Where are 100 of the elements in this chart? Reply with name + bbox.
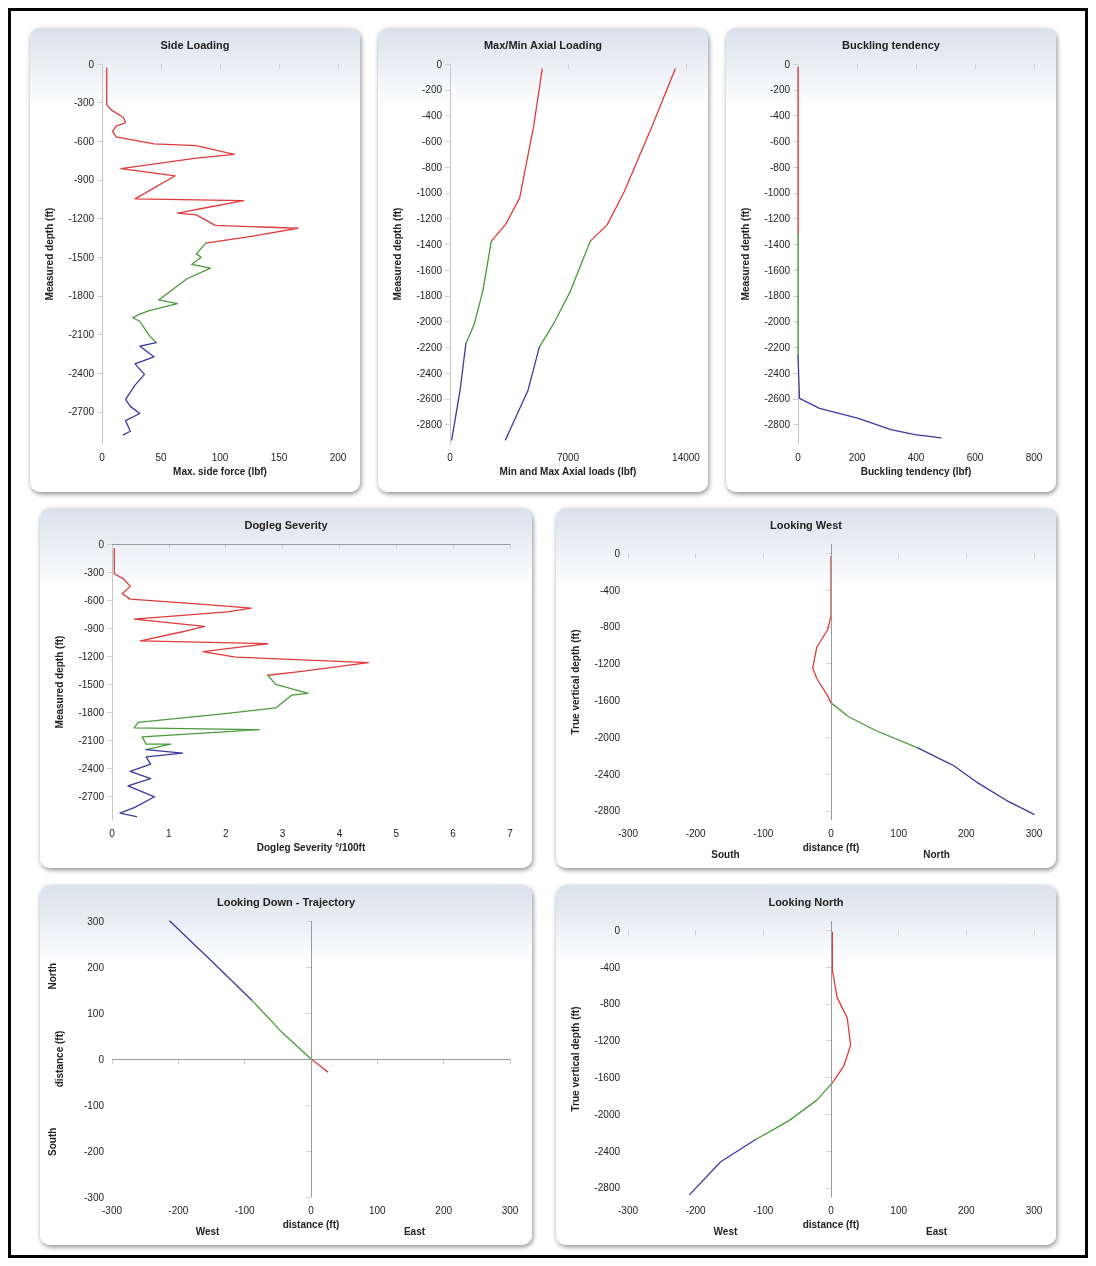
x-tick-label: -100 [753,827,774,839]
y-tick-label: -1600 [764,264,791,276]
y-tick-label: -1400 [764,238,791,250]
x-tick-label: 6 [450,827,457,839]
x-tick-label: 1 [166,827,173,839]
text: East [926,1225,948,1237]
y-tick-label: -2400 [68,367,95,379]
y-tick-label: -900 [83,622,105,634]
x-tick-label: 7 [507,827,514,839]
x-tick-label: 2 [222,827,229,839]
line-series [132,242,212,344]
x-tick-label: 200 [848,451,866,463]
y-tick-label: -2600 [416,393,443,405]
x-axis-title: Buckling tendency (lbf) [860,466,972,478]
y-tick-label: -600 [421,135,443,147]
y-tick-label: -1400 [416,238,443,250]
y-tick-label: -2400 [594,1145,621,1157]
y-tick-label: -400 [421,110,443,122]
y-tick-label: -600 [73,135,95,147]
chart-title: Max/Min Axial Loading [483,38,603,51]
line-series [812,556,832,704]
text: North [46,962,58,990]
y-tick-label: -300 [83,1191,105,1203]
x-tick-label: 200 [957,1204,976,1216]
chart-title: Buckling tendency [842,38,941,51]
text: West [713,1225,738,1237]
y-tick-label: -800 [769,161,791,173]
y-tick-label: 200 [87,961,105,973]
y-tick-label: -2700 [68,406,95,418]
y-tick-label: -2700 [78,791,105,803]
x-tick-label: 100 [890,1204,908,1216]
y-tick-label: -1000 [764,187,791,199]
line-series [754,1082,833,1141]
text: South [46,1127,58,1156]
y-tick-label: -100 [83,1099,105,1111]
line-series [538,240,591,348]
y-tick-label: -300 [73,97,95,109]
y-tick-label: 0 [98,538,105,550]
y-tick-label: -800 [421,161,443,173]
x-tick-label: 7000 [556,451,580,463]
chart-title: Dogleg Severity [244,518,329,531]
x-tick-label: 400 [907,451,925,463]
line-series [113,547,370,676]
y-tick-label: 0 [614,547,621,559]
y-axis-title: distance (ft) [53,1030,65,1088]
y-tick-label: -400 [599,584,621,596]
x-axis-title: Min and Max Axial loads (lbf) [499,466,637,478]
line-series [106,67,299,244]
y-tick-label: -2100 [68,329,95,341]
x-tick-label: 200 [957,827,976,839]
x-tick-label: 800 [1025,451,1043,463]
x-tick-label: 300 [501,1204,519,1216]
y-tick-label: -600 [83,594,105,606]
x-tick-label: 0 [308,1204,315,1216]
x-tick-label: 3 [279,827,286,839]
y-axis-title: Measured depth (ft) [43,207,55,301]
y-tick-label: -2800 [764,419,791,431]
y-tick-label: -2200 [764,341,791,353]
y-tick-label: -2800 [594,805,621,817]
y-tick-label: -800 [599,998,621,1010]
y-tick-label: -2000 [594,731,621,743]
y-tick-label: -400 [769,110,791,122]
line-series [831,931,852,1084]
line-series [797,354,942,439]
y-tick-label: 0 [784,58,791,70]
chart-title: Looking West [770,518,843,531]
y-tick-label: -2000 [594,1108,621,1120]
x-axis-title: distance (ft) [802,842,860,854]
y-tick-label: 300 [87,915,105,927]
x-tick-label: 150 [270,451,288,463]
x-tick-label: 0 [795,451,802,463]
x-tick-label: 600 [966,451,984,463]
x-tick-label: -200 [168,1204,189,1216]
y-tick-label: -2800 [594,1182,621,1194]
text: East [403,1225,426,1237]
y-tick-label: 0 [436,58,443,70]
y-tick-label: -1200 [416,213,443,225]
y-axis-title: Measured depth (ft) [739,207,751,301]
chart-title: Looking North [768,895,844,908]
y-tick-label: -2600 [764,393,791,405]
x-tick-label: 100 [890,827,908,839]
y-tick-label: -800 [599,621,621,633]
y-tick-label: 0 [614,924,621,936]
line-series [465,240,492,345]
y-tick-label: 0 [88,58,95,70]
y-tick-label: -2800 [416,419,443,431]
x-axis-title: distance (ft) [802,1219,860,1231]
line-series [122,341,157,436]
y-tick-label: -1500 [78,678,105,690]
line-series [133,674,309,751]
y-tick-label: -1800 [764,290,791,302]
y-tick-label: -2400 [764,367,791,379]
y-tick-label: -1800 [416,290,443,302]
y-tick-label: -200 [83,1145,105,1157]
x-axis-title: Dogleg Severity °/100ft [256,842,366,854]
y-axis-title: Measured depth (ft) [391,207,403,301]
y-tick-label: 100 [87,1007,105,1019]
y-tick-label: -1200 [764,213,791,225]
y-tick-label: -2000 [764,316,791,328]
y-tick-label: -1600 [416,264,443,276]
